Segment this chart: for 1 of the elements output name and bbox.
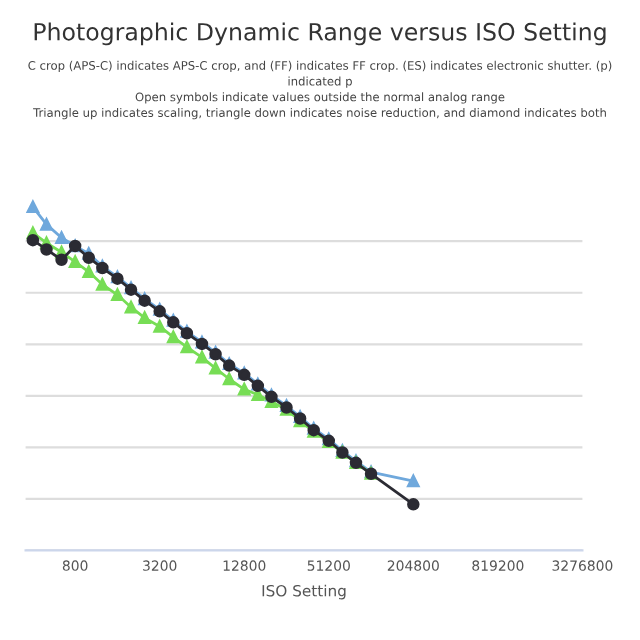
chart-title: Photographic Dynamic Range versus ISO Setting xyxy=(34,22,606,46)
